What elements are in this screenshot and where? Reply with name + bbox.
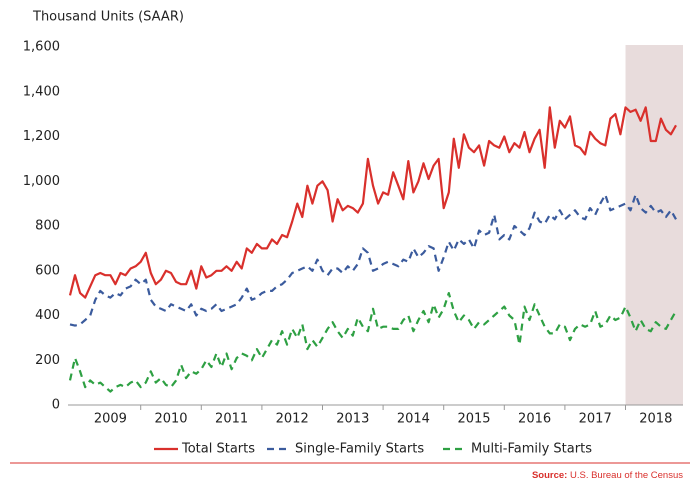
highlight-band: [625, 45, 683, 405]
source-label: Source:: [532, 470, 567, 481]
legend-label: Single-Family Starts: [295, 442, 424, 457]
x-tick-label: 2010: [154, 412, 187, 427]
y-axis-title: Thousand Units (SAAR): [32, 10, 184, 25]
y-tick-label: 0: [52, 398, 60, 413]
x-tick-label: 2016: [518, 412, 551, 427]
x-tick-label: 2017: [579, 412, 612, 427]
x-tick-label: 2015: [457, 412, 490, 427]
x-tick-label: 2013: [336, 412, 369, 427]
source: Source: U.S. Bureau of the Census: [532, 470, 683, 481]
x-tick-label: 2018: [639, 412, 672, 427]
source-text: U.S. Bureau of the Census: [570, 470, 683, 481]
y-tick-label: 1,000: [23, 174, 60, 189]
x-tick-label: 2012: [276, 412, 309, 427]
y-tick-label: 800: [35, 219, 60, 234]
legend-label: Total Starts: [181, 442, 255, 457]
y-tick-label: 1,200: [23, 129, 60, 144]
line-series: [68, 106, 677, 299]
line-series: [68, 292, 677, 393]
x-tick-label: 2011: [215, 412, 248, 427]
y-tick-label: 1,400: [23, 84, 60, 99]
y-tick-label: 200: [35, 353, 60, 368]
line-series: [69, 193, 677, 327]
x-tick-label: 2009: [94, 412, 127, 427]
x-tick-label: 2014: [397, 412, 430, 427]
y-tick-label: 1,600: [23, 40, 60, 55]
y-tick-label: 600: [35, 263, 60, 278]
y-tick-label: 400: [35, 308, 60, 323]
legend-label: Multi-Family Starts: [471, 442, 592, 457]
